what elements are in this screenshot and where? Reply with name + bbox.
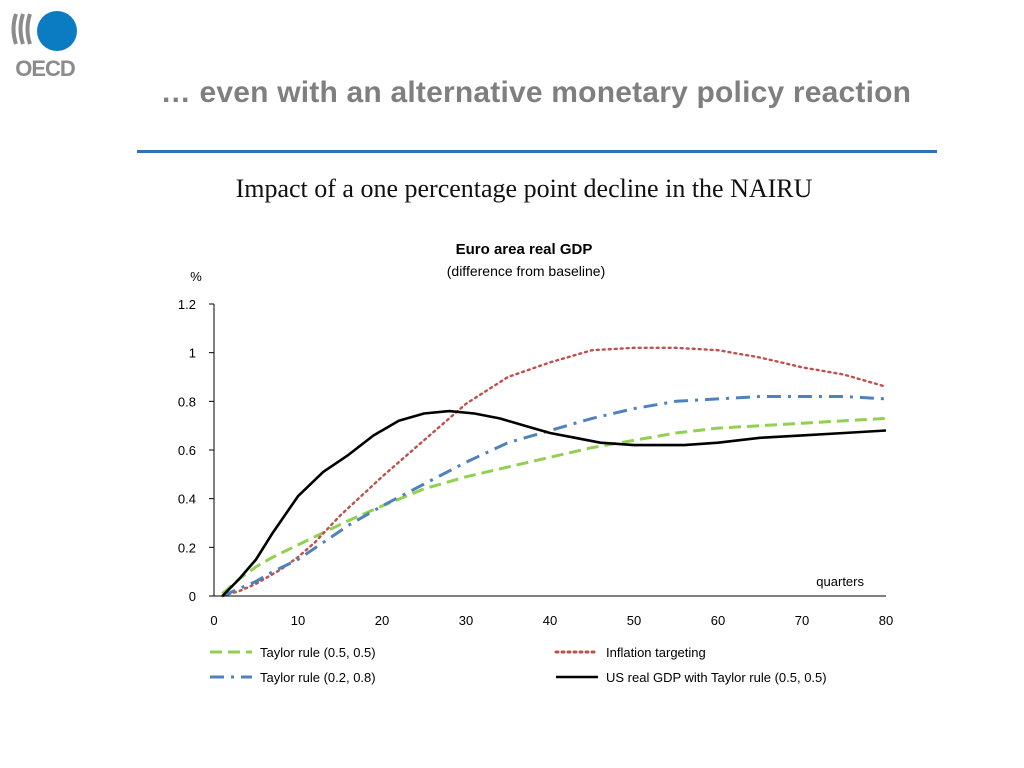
oecd-logo-text: OECD bbox=[15, 56, 75, 80]
series-line-3 bbox=[221, 395, 887, 598]
title-divider bbox=[137, 150, 937, 153]
plot-lines bbox=[221, 346, 888, 598]
x-tick-label: 0 bbox=[210, 613, 217, 628]
slide-title: … even with an alternative monetary poli… bbox=[160, 76, 912, 109]
x-tick-label: 40 bbox=[543, 613, 557, 628]
legend-label: Inflation targeting bbox=[606, 645, 706, 660]
x-tick-label: 30 bbox=[459, 613, 473, 628]
x-tick-label: 80 bbox=[879, 613, 893, 628]
x-tick-label: 70 bbox=[795, 613, 809, 628]
oecd-logo: OECD bbox=[11, 11, 77, 80]
legend-label: Taylor rule (0.5, 0.5) bbox=[260, 645, 376, 660]
y-tick-label: 0.8 bbox=[178, 394, 196, 409]
x-axis: 0 10 20 30 40 50 60 70 80 bbox=[210, 595, 893, 628]
y-tick-label: 1.2 bbox=[178, 297, 196, 312]
x-tick-label: 50 bbox=[627, 613, 641, 628]
y-tick-label: 0.4 bbox=[178, 492, 196, 507]
series-line-1 bbox=[221, 416, 887, 595]
x-tick-label: 10 bbox=[291, 613, 305, 628]
legend: Taylor rule (0.5, 0.5) Inflation targetin… bbox=[210, 645, 827, 685]
x-axis-label: quarters bbox=[816, 574, 864, 589]
y-tick-label: 0.6 bbox=[178, 443, 196, 458]
x-tick-label: 60 bbox=[711, 613, 725, 628]
y-tick-label: 0.2 bbox=[178, 540, 196, 555]
chart-subtitle: (difference from baseline) bbox=[447, 263, 605, 279]
x-tick-label: 20 bbox=[375, 613, 389, 628]
chart-title: Euro area real GDP bbox=[456, 241, 593, 258]
y-axis-label: % bbox=[190, 269, 202, 284]
y-tick-label: 1 bbox=[189, 346, 196, 361]
legend-label: US real GDP with Taylor rule (0.5, 0.5) bbox=[606, 670, 827, 685]
legend-label: Taylor rule (0.2, 0.8) bbox=[260, 670, 376, 685]
series-line-4 bbox=[221, 409, 887, 597]
slide-subtitle: Impact of a one percentage point decline… bbox=[235, 174, 813, 203]
y-axis: 0 0.2 0.4 0.6 0.8 1 1.2 bbox=[178, 297, 215, 604]
y-tick-label: 0 bbox=[189, 589, 196, 604]
